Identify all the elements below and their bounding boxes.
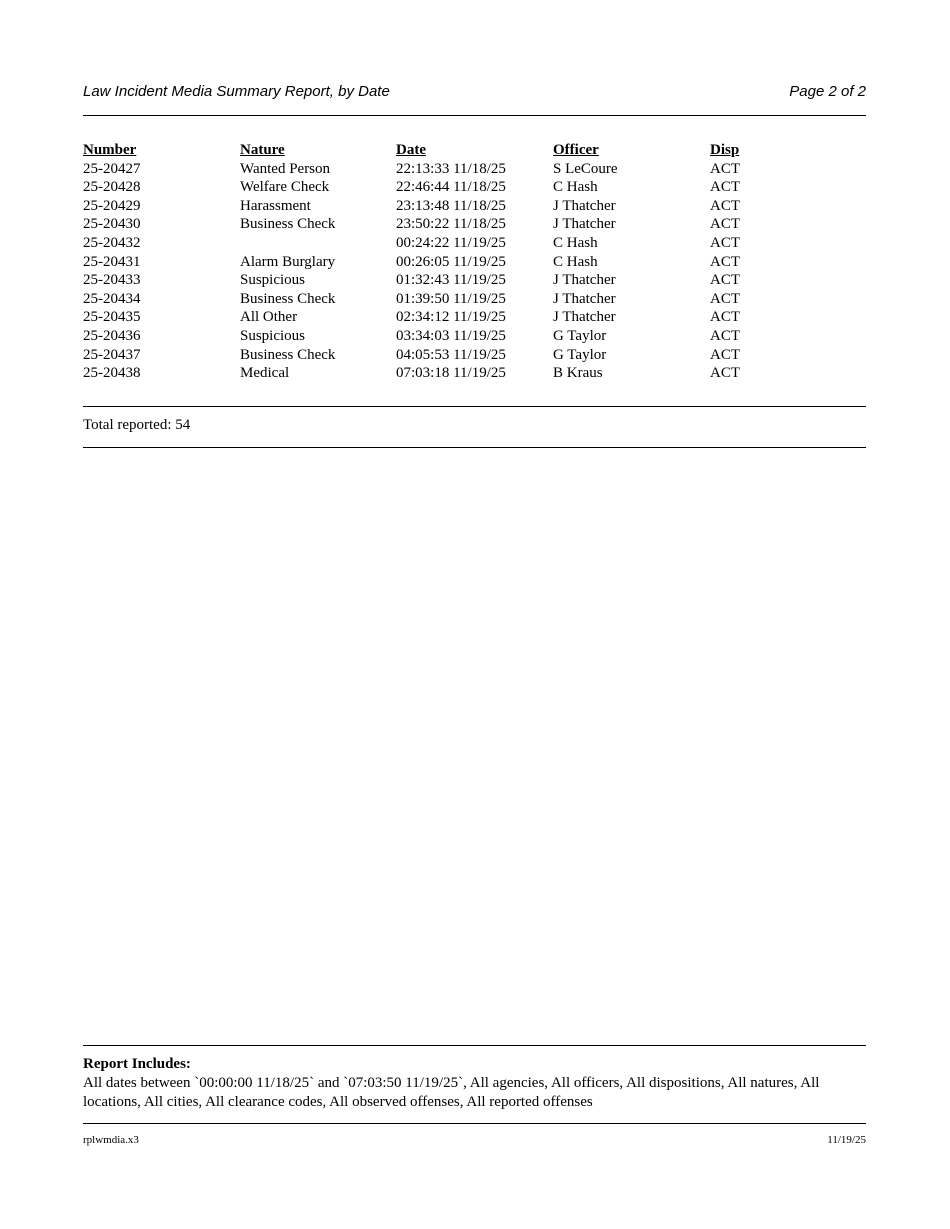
cell-date: 22:13:33 11/18/25 [396, 160, 506, 177]
cell-number: 25-20431 [83, 253, 141, 270]
cell-officer: J Thatcher [553, 216, 616, 233]
cell-officer: J Thatcher [553, 272, 616, 289]
cell-disp: ACT [710, 197, 740, 214]
divider [83, 1123, 866, 1124]
cell-officer: C Hash [553, 234, 598, 251]
cell-disp: ACT [710, 272, 740, 289]
cell-disp: ACT [710, 253, 740, 270]
table-header: Number Nature Date Officer Disp [83, 141, 770, 160]
cell-number: 25-20434 [83, 290, 141, 307]
cell-number: 25-20435 [83, 309, 141, 326]
cell-nature: Business Check [240, 346, 336, 363]
cell-number: 25-20432 [83, 234, 141, 251]
cell-number: 25-20427 [83, 160, 141, 177]
program-name: rplwmdia.x3 [83, 1134, 139, 1146]
cell-nature [240, 234, 396, 253]
table-row: 25-20437 Business Check 04:05:53 11/19/25 G… [83, 346, 770, 365]
cell-disp: ACT [710, 216, 740, 233]
cell-date: 02:34:12 11/19/25 [396, 309, 506, 326]
cell-date: 22:46:44 11/18/25 [396, 179, 506, 196]
divider [83, 1045, 866, 1046]
table-row: 25-20428 Welfare Check 22:46:44 11/18/25 C … [83, 178, 770, 197]
cell-date: 03:34:03 11/19/25 [396, 327, 506, 344]
cell-date: 04:05:53 11/19/25 [396, 346, 506, 363]
divider [83, 115, 866, 116]
cell-disp: ACT [710, 346, 740, 363]
column-header-nature: Nature [240, 142, 285, 158]
report-includes-text: All dates between `00:00:00 11/18/25` an… [83, 1075, 820, 1110]
cell-disp: ACT [710, 327, 740, 344]
cell-nature: Wanted Person [240, 160, 331, 177]
cell-nature: Suspicious [240, 327, 306, 344]
page-number: Page 2 of 2 [789, 83, 866, 100]
cell-date: 23:13:48 11/18/25 [396, 197, 506, 214]
cell-disp: ACT [710, 160, 740, 177]
divider [83, 406, 866, 407]
cell-number: 25-20428 [83, 179, 141, 196]
column-header-date: Date [396, 142, 426, 158]
cell-date: 01:39:50 11/19/25 [396, 290, 506, 307]
cell-date: 01:32:43 11/19/25 [396, 272, 506, 289]
cell-date: 00:24:22 11/19/25 [396, 234, 506, 251]
cell-officer: C Hash [553, 179, 598, 196]
table-row: 25-20429 Harassment 23:13:48 11/18/25 J Tha… [83, 197, 770, 216]
cell-officer: J Thatcher [553, 290, 616, 307]
cell-number: 25-20437 [83, 346, 141, 363]
table-row: 25-20433 Suspicious 01:32:43 11/19/25 J Tha… [83, 271, 770, 290]
table-row: 25-20435 All Other 02:34:12 11/19/25 J That… [83, 308, 770, 327]
cell-number: 25-20429 [83, 197, 141, 214]
cell-nature: Business Check [240, 216, 336, 233]
cell-officer: S LeCoure [553, 160, 618, 177]
column-header-disp: Disp [710, 142, 740, 158]
table-row: 25-20436 Suspicious 03:34:03 11/19/25 G Tay… [83, 327, 770, 346]
cell-officer: J Thatcher [553, 309, 616, 326]
cell-date: 07:03:18 11/19/25 [396, 365, 506, 382]
table-row: 25-20434 Business Check 01:39:50 11/19/25 J… [83, 290, 770, 309]
table-row: 25-20438 Medical 07:03:18 11/19/25 B Kraus A… [83, 364, 770, 383]
cell-nature: Business Check [240, 290, 336, 307]
cell-officer: B Kraus [553, 365, 603, 382]
cell-officer: C Hash [553, 253, 598, 270]
incident-table: Number Nature Date Officer Disp 25-20427 Want… [83, 141, 770, 383]
cell-disp: ACT [710, 234, 740, 251]
table-row: 25-20430 Business Check 23:50:22 11/18/25 J… [83, 215, 770, 234]
column-header-officer: Officer [553, 142, 599, 158]
cell-nature: Alarm Burglary [240, 253, 336, 270]
table-row: 25-20432 00:24:22 11/19/25 C Hash ACT [83, 234, 770, 253]
cell-disp: ACT [710, 309, 740, 326]
cell-nature: Medical [240, 365, 290, 382]
cell-nature: All Other [240, 309, 298, 326]
table-row: 25-20427 Wanted Person 22:13:33 11/18/25 S … [83, 160, 770, 179]
cell-number: 25-20430 [83, 216, 141, 233]
total-reported: Total reported: 54 [83, 417, 191, 433]
print-date: 11/19/25 [827, 1134, 866, 1146]
cell-disp: ACT [710, 290, 740, 307]
cell-number: 25-20433 [83, 272, 141, 289]
report-includes-title: Report Includes: [83, 1056, 191, 1072]
cell-disp: ACT [710, 179, 740, 196]
cell-date: 23:50:22 11/18/25 [396, 216, 506, 233]
cell-nature: Welfare Check [240, 179, 330, 196]
cell-nature: Harassment [240, 197, 311, 214]
cell-officer: G Taylor [553, 346, 607, 363]
cell-disp: ACT [710, 365, 740, 382]
cell-number: 25-20436 [83, 327, 141, 344]
cell-officer: J Thatcher [553, 197, 616, 214]
column-header-number: Number [83, 142, 137, 158]
divider [83, 447, 866, 448]
cell-nature: Suspicious [240, 272, 306, 289]
cell-date: 00:26:05 11/19/25 [396, 253, 506, 270]
cell-officer: G Taylor [553, 327, 607, 344]
report-title: Law Incident Media Summary Report, by Da… [83, 83, 390, 100]
cell-number: 25-20438 [83, 365, 141, 382]
table-row: 25-20431 Alarm Burglary 00:26:05 11/19/25 C… [83, 253, 770, 272]
